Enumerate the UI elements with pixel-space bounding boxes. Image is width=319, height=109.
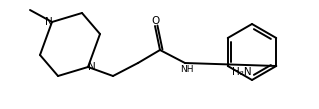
Text: N: N	[88, 62, 96, 72]
Text: O: O	[151, 16, 159, 26]
Text: N: N	[45, 17, 53, 27]
Text: H₂N: H₂N	[232, 67, 252, 77]
Text: NH: NH	[180, 65, 194, 73]
